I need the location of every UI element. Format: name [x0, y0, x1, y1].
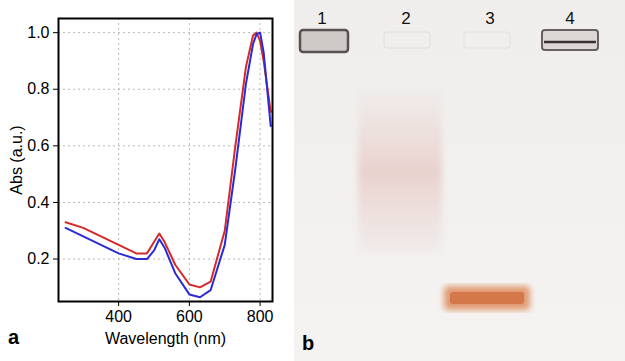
svg-text:Abs (a.u.): Abs (a.u.)	[8, 125, 25, 194]
svg-text:400: 400	[105, 308, 132, 325]
svg-text:0.2: 0.2	[27, 250, 49, 267]
svg-text:2: 2	[401, 9, 410, 28]
svg-text:600: 600	[176, 308, 203, 325]
svg-text:0.4: 0.4	[27, 194, 49, 211]
svg-text:800: 800	[247, 308, 274, 325]
html-text:a: a	[8, 326, 20, 348]
svg-text:b: b	[302, 332, 314, 354]
svg-text:0.6: 0.6	[27, 137, 49, 154]
svg-text:1.0: 1.0	[27, 24, 49, 41]
svg-text:Wavelength (nm): Wavelength (nm)	[105, 330, 226, 347]
svg-text:1: 1	[317, 9, 326, 28]
svg-text:3: 3	[485, 9, 494, 28]
svg-text:0.8: 0.8	[27, 80, 49, 97]
svg-text:4: 4	[565, 9, 574, 28]
